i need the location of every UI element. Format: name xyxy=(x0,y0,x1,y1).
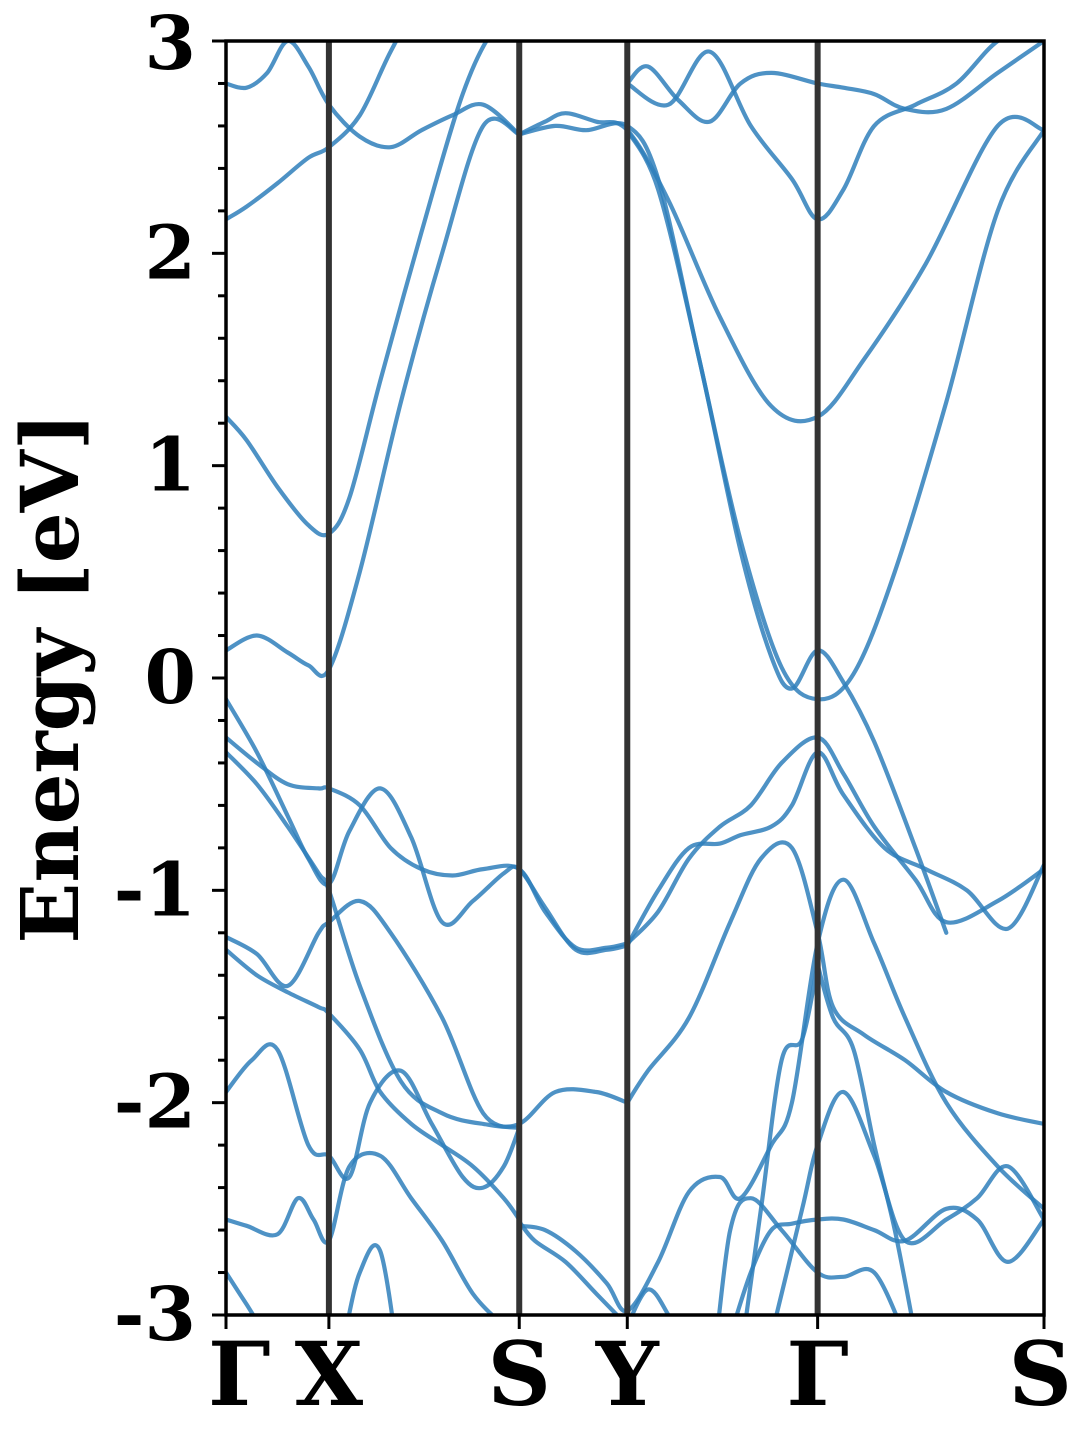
band-line-2 xyxy=(226,41,489,538)
band-line-13 xyxy=(625,750,1044,948)
y-tick-label: 0 xyxy=(145,635,197,721)
x-tick-label: Y xyxy=(595,1322,660,1426)
band-line-4 xyxy=(226,41,522,150)
x-tick-label: Γ xyxy=(786,1322,848,1426)
band-line-14 xyxy=(226,750,630,1129)
band-line-26 xyxy=(744,962,820,1315)
band-line-20 xyxy=(226,1150,496,1315)
bands-group xyxy=(226,41,1044,1315)
band-line-6 xyxy=(517,121,1044,702)
kpoint-lines-group xyxy=(325,41,821,1315)
band-line-24 xyxy=(734,1205,1044,1315)
band-line-10 xyxy=(226,735,630,953)
y-tick-label: -1 xyxy=(114,847,196,933)
band-line-7 xyxy=(625,41,1044,125)
plot-frame xyxy=(224,39,1046,1317)
band-line-5 xyxy=(517,111,1044,424)
y-tick-label: -2 xyxy=(114,1060,196,1146)
band-line-21 xyxy=(226,1243,395,1315)
y-tick-label: -3 xyxy=(114,1272,196,1358)
band-line-16 xyxy=(226,898,522,1131)
x-tick-label: S xyxy=(487,1322,551,1426)
y-tick-label: 2 xyxy=(145,210,197,296)
band-line-12 xyxy=(226,697,630,956)
y-tick-label: 1 xyxy=(145,423,197,509)
band-line-8 xyxy=(625,128,949,935)
y-ticks-group: -3 -2 -1 0 1 2 3 xyxy=(114,1,226,1358)
y-axis-label: Energy [eV] xyxy=(3,412,97,943)
band-line-22 xyxy=(517,1219,620,1315)
band-line-17 xyxy=(226,947,522,1222)
band-line-18 xyxy=(517,877,1044,1314)
y-tick-label: 3 xyxy=(145,1,197,87)
band-line-9 xyxy=(625,41,1002,222)
band-line-3 xyxy=(226,41,399,222)
band-line-19 xyxy=(226,1042,522,1191)
x-tick-label: Γ xyxy=(208,1322,270,1426)
x-tick-label: X xyxy=(295,1322,364,1426)
band-line-15 xyxy=(625,840,1044,1126)
x-tick-label: S xyxy=(1008,1322,1072,1426)
band-line-11 xyxy=(625,735,1044,946)
band-line-27 xyxy=(815,962,914,1315)
band-line-1 xyxy=(226,116,522,678)
